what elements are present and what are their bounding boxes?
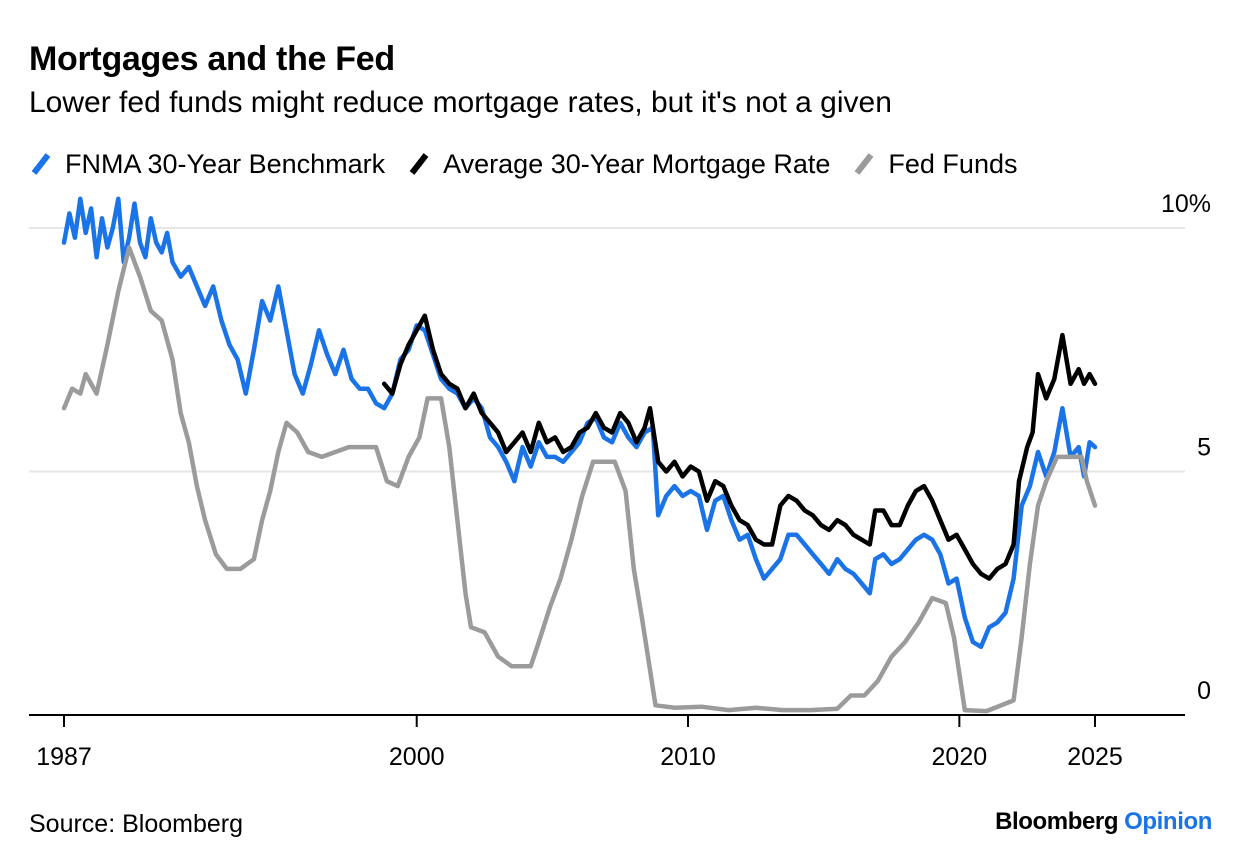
chart-title: Mortgages and the Fed: [29, 40, 395, 78]
legend-swatch-fedfunds: [855, 153, 874, 175]
x-tick-label: 2010: [660, 743, 716, 771]
legend-label-fnma: FNMA 30-Year Benchmark: [65, 148, 386, 179]
source-note: Source: Bloomberg: [29, 810, 244, 838]
legend-swatch-avg30-stroke: [409, 153, 429, 175]
series-lines: [61, 196, 1098, 714]
legend-swatch-fnma: [31, 153, 51, 175]
y-tick-label: 10%: [1161, 190, 1211, 218]
gridlines: [29, 227, 1185, 473]
line-chart: 0 5 10% 1987 2000 2010 2020 2025: [29, 190, 1211, 771]
x-tick-label: 2025: [1067, 743, 1123, 771]
brand-secondary: Opinion: [1124, 808, 1212, 835]
x-axis: [29, 714, 1185, 727]
legend-swatch-fnma-stroke: [31, 153, 51, 175]
x-tick-label: 2020: [932, 743, 988, 771]
chart-legend: FNMA 30-Year Benchmark Average 30-Year M…: [29, 147, 1039, 181]
brand-primary: Bloomberg: [995, 808, 1119, 835]
legend-swatch-fedfunds-stroke: [855, 153, 874, 175]
tick-labels: 0 5 10% 1987 2000 2010 2020 2025: [36, 190, 1211, 771]
x-tick-label: 1987: [36, 743, 92, 771]
legend-label-avg30: Average 30-Year Mortgage Rate: [443, 148, 831, 179]
legend-item-fedfunds: Fed Funds: [852, 149, 1017, 180]
series-line-1: [381, 313, 1098, 581]
series-line-0: [61, 196, 1098, 650]
chart-subtitle: Lower fed funds might reduce mortgage ra…: [29, 86, 892, 119]
legend-item-avg30: Average 30-Year Mortgage Rate: [407, 149, 830, 180]
y-tick-label: 5: [1197, 434, 1211, 462]
legend-swatch-avg30: [409, 153, 429, 175]
series-line-2: [61, 245, 1098, 714]
legend-label-fedfunds: Fed Funds: [888, 148, 1018, 179]
y-tick-label: 0: [1197, 677, 1211, 705]
x-tick-label: 2000: [389, 743, 445, 771]
legend-item-fnma: FNMA 30-Year Benchmark: [29, 149, 385, 180]
brand-logo: Bloomberg Opinion: [995, 808, 1212, 836]
